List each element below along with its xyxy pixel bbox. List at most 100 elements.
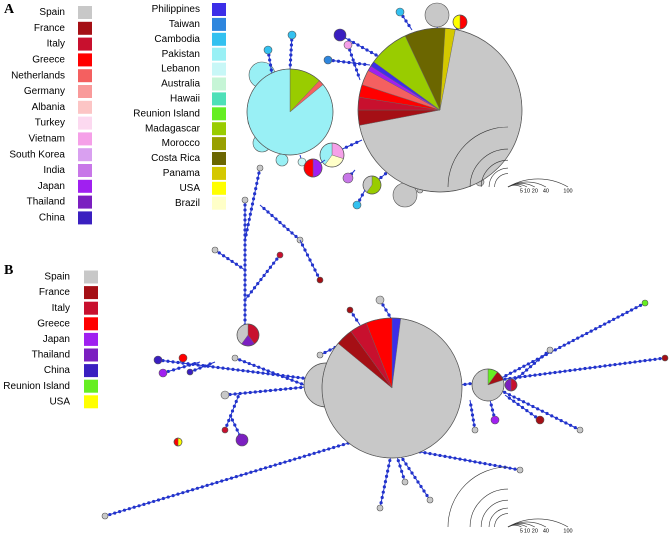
legend-swatch (78, 85, 92, 98)
step (559, 418, 563, 423)
step (243, 243, 247, 247)
step (294, 386, 298, 390)
step (423, 451, 427, 455)
step (152, 499, 156, 504)
step (543, 372, 547, 376)
legend-label: China (44, 365, 71, 376)
step (243, 318, 247, 322)
step (616, 315, 620, 319)
step (307, 453, 311, 457)
pie-slice (510, 378, 518, 392)
step (526, 362, 530, 366)
step (166, 495, 170, 499)
step (220, 479, 224, 483)
step (244, 233, 248, 237)
step (503, 377, 507, 381)
step (247, 361, 251, 366)
step (243, 313, 247, 317)
step (365, 48, 369, 52)
step (512, 399, 516, 403)
step (108, 512, 112, 517)
step (247, 217, 251, 222)
step (252, 286, 257, 290)
legend-label: France (39, 287, 71, 298)
step (544, 351, 548, 355)
step (296, 375, 300, 380)
step (268, 58, 272, 62)
edge (244, 254, 281, 301)
legend-label: Reunion Island (3, 381, 70, 392)
scale-label: 5 (520, 528, 523, 534)
step (176, 492, 180, 496)
step (540, 409, 544, 413)
node (535, 415, 545, 425)
step (355, 140, 359, 144)
step (558, 370, 562, 374)
step (230, 409, 235, 413)
pie-slice (173, 437, 179, 447)
step (357, 62, 362, 66)
legend-swatch (84, 270, 98, 284)
step (225, 477, 229, 482)
scale-label: 40 (543, 188, 549, 194)
step (508, 371, 513, 375)
step (246, 294, 250, 298)
step (266, 369, 270, 373)
step (521, 400, 526, 404)
legend-label: Albania (32, 102, 66, 113)
legend-swatch (84, 332, 98, 346)
step (384, 474, 389, 478)
step (270, 213, 274, 218)
pie-slice (177, 437, 183, 447)
legend-swatch (212, 137, 226, 151)
node-outline (303, 158, 323, 178)
node (490, 415, 500, 425)
step (520, 405, 525, 410)
legend-label: Greece (37, 318, 70, 329)
step (313, 268, 317, 272)
step (347, 60, 351, 65)
step (468, 382, 472, 386)
step (233, 423, 237, 427)
legend-label: Costa Rica (151, 153, 200, 164)
step (653, 357, 657, 361)
step (300, 243, 305, 247)
step (229, 476, 234, 480)
step (254, 469, 258, 473)
step (137, 504, 141, 508)
step (353, 63, 357, 67)
legend-label: Netherlands (11, 70, 65, 81)
legend-swatch (84, 317, 98, 331)
step (235, 428, 239, 432)
legend-swatch (212, 181, 226, 195)
scale-arc-left (494, 513, 509, 528)
step (573, 368, 577, 372)
step (328, 348, 332, 352)
step (210, 482, 214, 486)
node (471, 426, 479, 434)
legend-swatch (212, 77, 226, 91)
node (153, 355, 163, 365)
step (289, 386, 293, 391)
step (181, 361, 185, 365)
step (593, 365, 597, 369)
scale-label: 100 (563, 188, 572, 194)
node-outline (357, 27, 523, 193)
legend-label: USA (49, 396, 70, 407)
step (533, 373, 537, 377)
step (453, 456, 457, 460)
step (536, 358, 540, 362)
step (246, 222, 250, 227)
step (286, 227, 290, 232)
step (356, 43, 360, 47)
step (603, 364, 607, 368)
step (195, 486, 200, 490)
step (618, 362, 622, 366)
legend-swatch (78, 6, 92, 19)
legend-label: Thailand (32, 350, 70, 361)
step (463, 382, 467, 386)
step (203, 364, 207, 368)
step (369, 50, 374, 55)
step (351, 58, 355, 62)
